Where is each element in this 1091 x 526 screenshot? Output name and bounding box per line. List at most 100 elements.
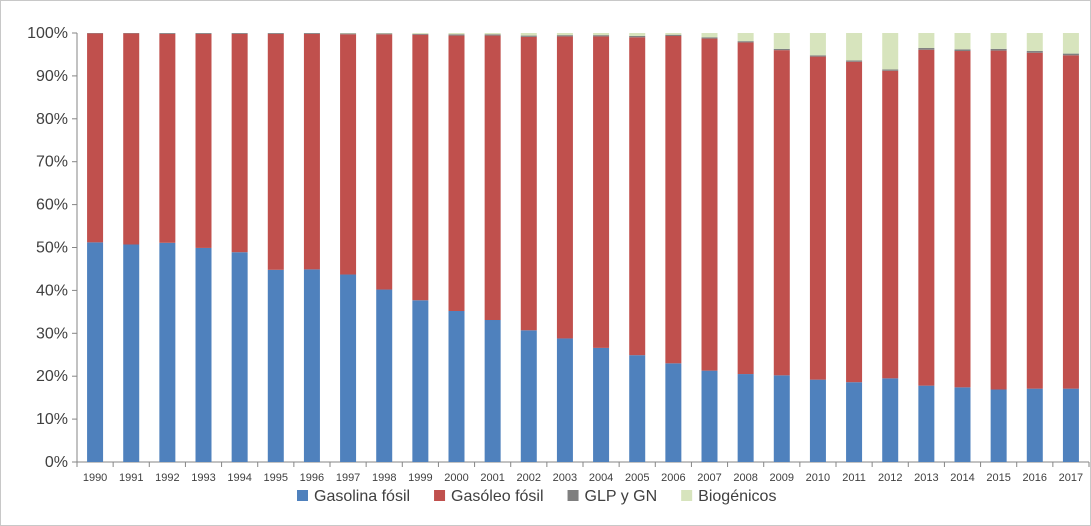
x-tick-label: 1993 [191,472,215,484]
bar-segment-glp-y-gn-2003 [556,35,573,37]
y-tick-label: 0% [45,454,68,471]
bar-stack-1997 [340,33,357,462]
bar-segment-glp-y-gn-2010 [809,55,826,57]
bar-segment-gasoleo-fosil-1991 [123,33,140,245]
bar-segment-gasoleo-fosil-2008 [737,42,754,375]
y-tick-label: 100% [27,25,68,42]
bar-segment-gasoleo-fosil-2017 [1062,55,1079,389]
bar-stack-1999 [412,33,429,462]
x-tick-label: 2005 [625,472,649,484]
bar-stack-1991 [123,33,140,462]
bar-segment-gasoleo-fosil-2016 [1026,52,1043,389]
x-tick-label: 2015 [986,472,1010,484]
bar-segment-gasoleo-fosil-1998 [376,34,393,290]
bar-stack-2003 [556,33,573,462]
x-tick-label: 1999 [408,472,432,484]
bar-segment-biogenicos-2003 [556,33,573,36]
bar-stack-2001 [484,33,501,462]
bar-segment-gasolina-fosil-1996 [303,269,320,462]
bar-segment-gasoleo-fosil-2011 [846,61,863,383]
x-tick-label: 2013 [914,472,938,484]
y-tick-label: 60% [36,197,68,214]
bar-segment-biogenicos-2002 [520,33,537,36]
legend-item: Biogénicos [681,488,776,505]
x-tick-label: 2007 [697,472,721,484]
bar-segment-gasoleo-fosil-1993 [195,33,212,248]
bar-segment-gasoleo-fosil-2005 [629,37,646,356]
bar-segment-glp-y-gn-2013 [918,48,935,50]
bar-segment-glp-y-gn-1992 [159,33,176,34]
legend-swatch [297,490,308,501]
x-tick-label: 1991 [119,472,143,484]
bar-segment-glp-y-gn-1998 [376,33,393,35]
bar-segment-gasolina-fosil-1994 [231,252,248,462]
bar-stack-2017 [1062,33,1079,462]
bar-segment-gasoleo-fosil-2006 [665,36,682,364]
bar-segment-gasolina-fosil-2004 [593,347,610,462]
bar-segment-gasolina-fosil-2002 [520,330,537,462]
bar-segment-gasolina-fosil-1995 [267,269,284,462]
bar-segment-gasoleo-fosil-2004 [593,36,610,348]
bar-segment-biogenicos-2009 [773,33,790,49]
bar-stack-2005 [629,33,646,462]
x-tick-label: 1997 [336,472,360,484]
bar-segment-biogenicos-2014 [954,33,971,50]
legend-label: Gasóleo fósil [451,488,544,505]
y-tick-label: 30% [36,325,68,342]
legend-item: Gasolina fósil [297,488,410,505]
bar-segment-gasolina-fosil-2003 [556,338,573,462]
bar-segment-gasolina-fosil-2006 [665,363,682,462]
bar-stack-1990 [87,33,104,462]
bar-segment-glp-y-gn-2016 [1026,51,1043,53]
bar-segment-biogenicos-2010 [809,33,826,56]
bar-stack-2008 [737,33,754,462]
bar-segment-gasolina-fosil-2001 [484,320,501,462]
bar-segment-glp-y-gn-2000 [448,34,465,36]
bar-segment-biogenicos-2000 [448,33,465,35]
bar-segment-glp-y-gn-2012 [882,69,899,71]
bar-segment-gasoleo-fosil-1994 [231,33,248,253]
bar-stack-2016 [1026,33,1043,462]
bar-segment-gasoleo-fosil-2009 [773,50,790,376]
bar-segment-biogenicos-2016 [1026,33,1043,52]
bar-segment-glp-y-gn-2005 [629,36,646,38]
bar-segment-gasolina-fosil-2017 [1062,388,1079,462]
bar-stack-2002 [520,33,537,462]
bar-stack-2000 [448,33,465,462]
bar-segment-gasolina-fosil-2016 [1026,388,1043,462]
x-tick-label: 2001 [480,472,504,484]
bar-segment-gasoleo-fosil-1997 [340,34,357,275]
bar-segment-gasoleo-fosil-2007 [701,38,718,371]
legend-label: Gasolina fósil [314,488,410,505]
bars-group [87,33,1079,462]
legend-label: GLP y GN [585,488,658,505]
bar-segment-glp-y-gn-2004 [593,35,610,37]
bar-segment-gasoleo-fosil-2015 [990,50,1007,390]
bar-segment-gasolina-fosil-1992 [159,242,176,462]
bar-segment-glp-y-gn-1993 [195,33,212,34]
bar-segment-gasoleo-fosil-2002 [520,36,537,331]
bar-segment-glp-y-gn-2008 [737,41,754,43]
x-tick-label: 1996 [300,472,324,484]
bar-stack-1998 [376,33,393,462]
x-tick-label: 1995 [264,472,288,484]
bar-segment-biogenicos-2005 [629,33,646,37]
bar-segment-gasoleo-fosil-2010 [809,56,826,380]
bar-stack-1994 [231,33,248,462]
bar-segment-gasoleo-fosil-2013 [918,49,935,386]
bar-segment-biogenicos-2006 [665,33,682,35]
bar-segment-glp-y-gn-1999 [412,33,429,35]
bar-stack-2010 [809,33,826,462]
bar-segment-gasoleo-fosil-2001 [484,35,501,321]
x-tick-label: 2014 [950,472,974,484]
bar-segment-glp-y-gn-2017 [1062,53,1079,56]
x-tick-label: 1998 [372,472,396,484]
bar-segment-glp-y-gn-2011 [846,60,863,62]
bar-segment-glp-y-gn-2002 [520,35,537,37]
x-tick-label: 2011 [842,472,866,484]
legend-item: GLP y GN [567,488,658,505]
bar-segment-gasolina-fosil-2010 [809,379,826,462]
y-axis: 0% 10% 20% 30% 40% 50% 60% 70% 80% 90% 100% [27,25,78,471]
bar-segment-gasolina-fosil-1990 [87,242,104,462]
